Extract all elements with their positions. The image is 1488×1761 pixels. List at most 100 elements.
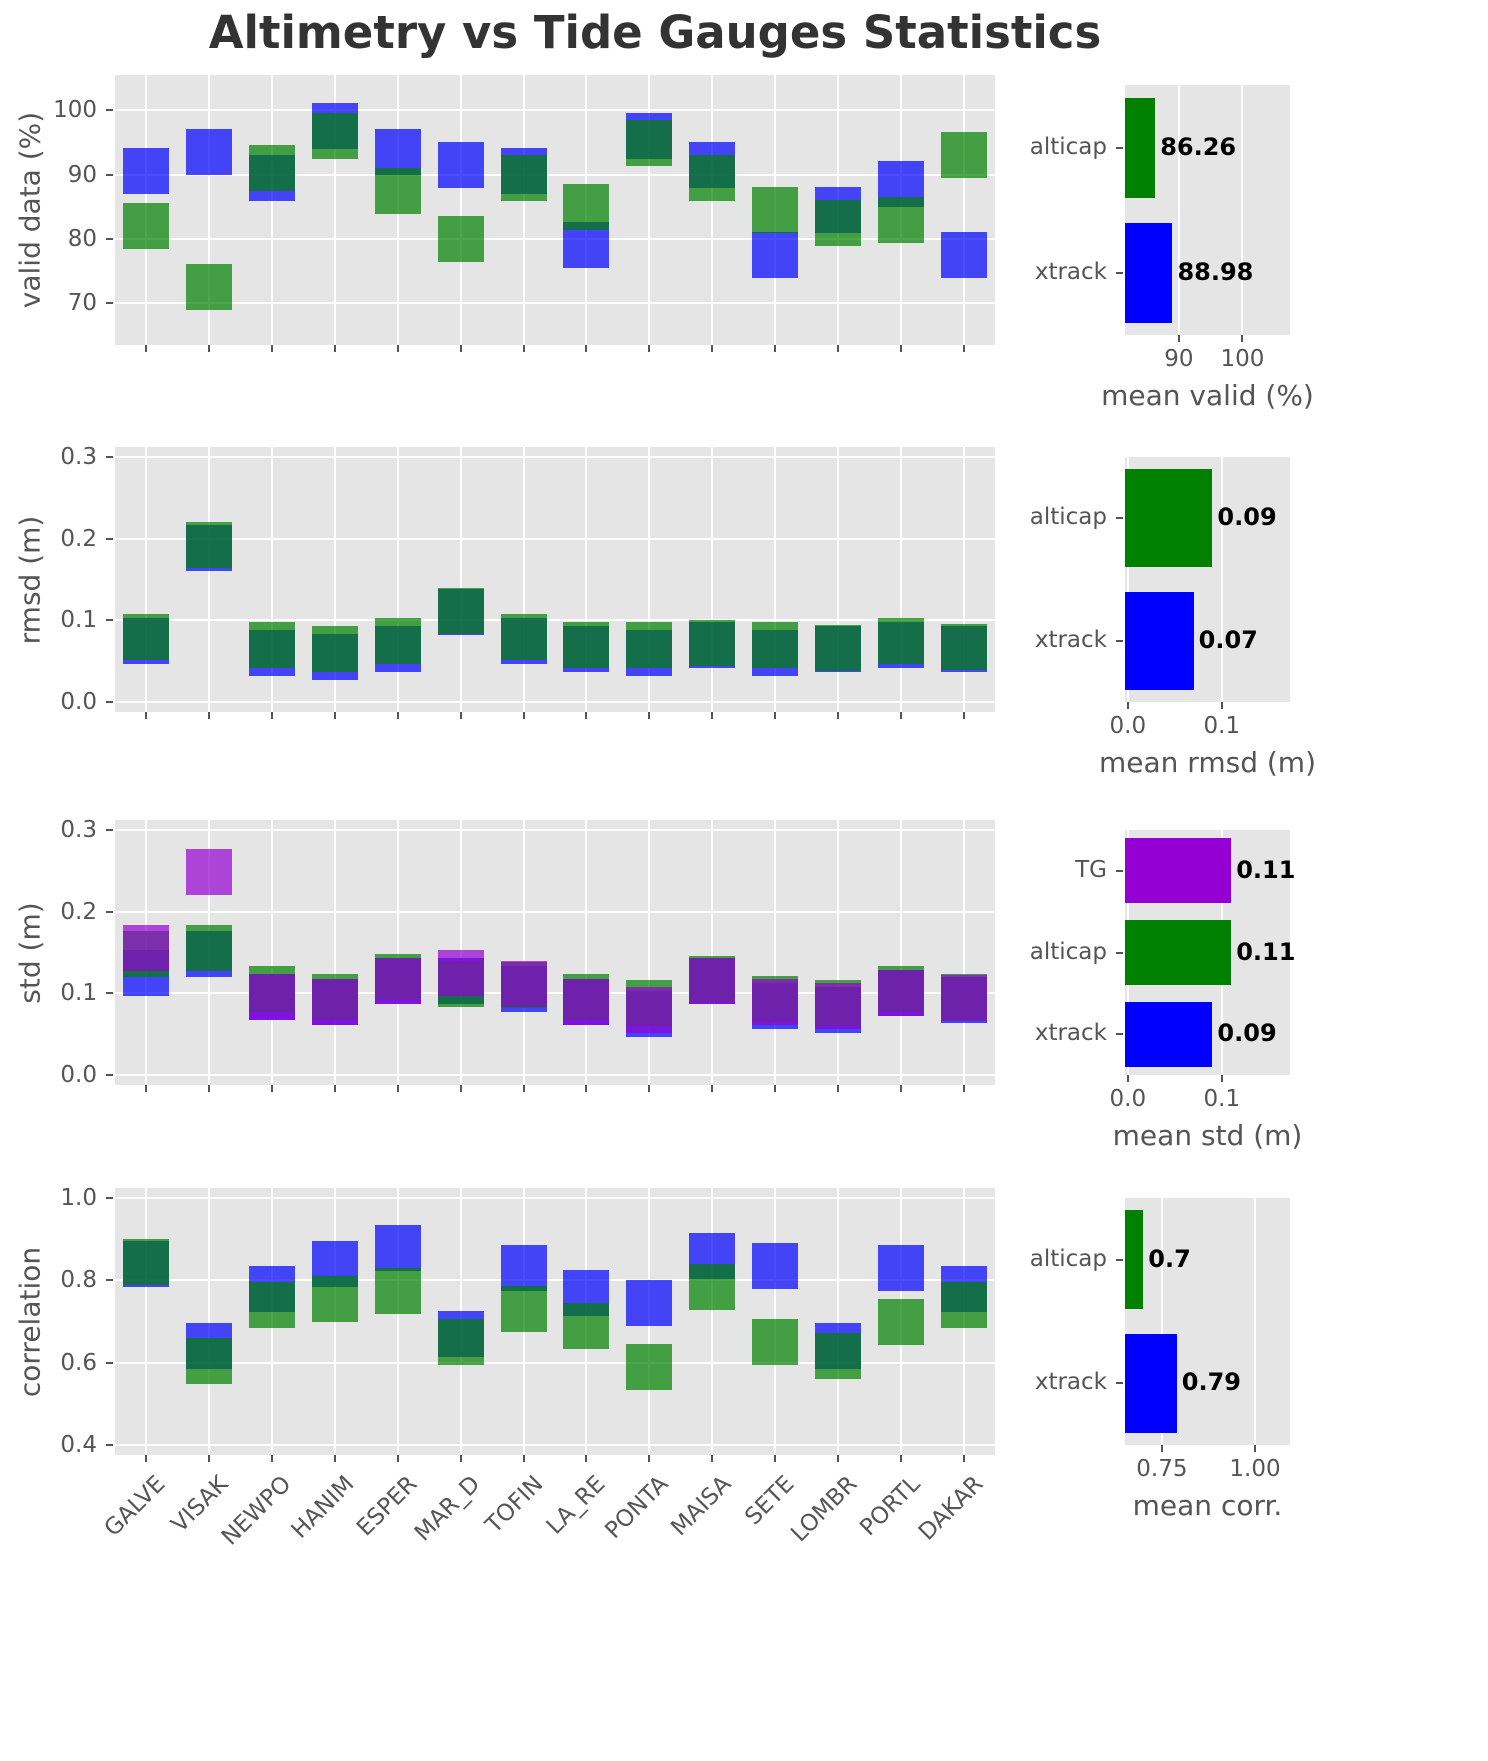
- side-ytick-mark: [1116, 1258, 1123, 1261]
- bar-std-alticap: [1125, 919, 1232, 986]
- xtick-mark: [271, 345, 274, 352]
- xtick-mark: [459, 1455, 462, 1462]
- gridline-x: [334, 75, 336, 345]
- xtick-mark: [208, 1455, 211, 1462]
- marker-correlation-alticap-MAISA: [689, 1263, 736, 1310]
- side-xtick-label: 90: [1164, 346, 1194, 372]
- marker-std-TG-GALVE: [123, 925, 170, 972]
- ytick-label: 90: [67, 161, 97, 188]
- side-xtick-label: 0.0: [1109, 1086, 1147, 1112]
- side-ytick-mark: [1116, 869, 1123, 872]
- xtick-mark: [962, 345, 965, 352]
- side-xtick-mark: [1160, 1445, 1163, 1452]
- gridline-x: [899, 447, 902, 712]
- side-xtick-label: 1.00: [1229, 1456, 1281, 1482]
- bar-rmsd-xtrack: [1125, 591, 1194, 690]
- gridline-x: [522, 820, 525, 1085]
- side-ytick-mark: [1116, 517, 1123, 520]
- side-panel-valid: [1125, 85, 1290, 335]
- marker-correlation-alticap-DAKAR: [940, 1282, 987, 1329]
- gridline-x: [522, 447, 525, 712]
- marker-rmsd-alticap-SETE: [752, 621, 798, 668]
- xtick-mark: [208, 345, 211, 352]
- marker-correlation-alticap-HANIM: [312, 1275, 358, 1322]
- ytick-label: 0.4: [60, 1431, 97, 1458]
- marker-valid-alticap-SETE: [752, 187, 798, 233]
- xtick-mark: [585, 1085, 588, 1092]
- xtick-mark: [271, 1085, 274, 1092]
- gridline-x: [396, 820, 399, 1085]
- side-bar-name-xtrack: xtrack: [1034, 626, 1107, 653]
- marker-rmsd-alticap-LA_RE: [563, 621, 610, 668]
- xtick-mark: [648, 1085, 651, 1092]
- marker-valid-alticap-PORTL: [877, 196, 924, 243]
- side-panel-correlation: [1125, 1198, 1290, 1445]
- bar-rmsd-alticap: [1125, 469, 1213, 568]
- marker-rmsd-alticap-ESPER: [374, 617, 421, 664]
- ytick-mark: [106, 1074, 113, 1077]
- marker-valid-alticap-LOMBR: [814, 199, 861, 246]
- ytick-mark: [106, 1279, 113, 1282]
- side-xtick-label: 0.1: [1203, 713, 1241, 739]
- xtick-mark: [459, 1085, 462, 1092]
- gridline-x: [334, 820, 336, 1085]
- bar-value-std-alticap: 0.11: [1236, 937, 1296, 966]
- marker-std-TG-LA_RE: [563, 978, 610, 1025]
- side-bar-name-alticap: alticap: [1029, 938, 1107, 965]
- gridline-x: [648, 447, 651, 712]
- side-gridline-x: [1241, 85, 1244, 335]
- gridline-x: [836, 447, 839, 712]
- xtick-mark: [396, 712, 399, 719]
- bar-valid-xtrack: [1125, 222, 1173, 323]
- marker-correlation-alticap-ESPER: [374, 1267, 421, 1314]
- marker-valid-alticap-PONTA: [626, 119, 673, 166]
- marker-correlation-xtrack-TOFIN: [500, 1245, 547, 1292]
- side-xtick-mark: [1220, 1075, 1223, 1082]
- bar-value-valid-xtrack: 88.98: [1177, 257, 1254, 286]
- ytick-label: 0.8: [60, 1267, 97, 1294]
- gridline-x: [459, 447, 462, 712]
- ytick-mark: [106, 828, 113, 831]
- marker-rmsd-alticap-MAR_D: [437, 587, 484, 634]
- xtick-mark: [648, 712, 651, 719]
- ytick-mark: [106, 1443, 113, 1446]
- gridline-y: [115, 1197, 995, 1200]
- gridline-y: [115, 619, 995, 622]
- marker-std-TG-NEWPO: [249, 973, 296, 1020]
- y-axis-label-valid: valid data (%): [13, 111, 47, 309]
- gridline-x: [711, 447, 714, 712]
- ytick-mark: [106, 1361, 113, 1364]
- gridline-x: [962, 820, 965, 1085]
- gridline-y: [115, 455, 995, 458]
- xtick-mark: [459, 712, 462, 719]
- bar-valid-alticap: [1125, 97, 1156, 198]
- gridline-x: [145, 1188, 148, 1455]
- side-xtick-mark: [1253, 1445, 1256, 1452]
- side-bar-name-xtrack: xtrack: [1034, 1020, 1107, 1047]
- xtick-mark: [774, 1455, 776, 1462]
- xtick-mark: [334, 345, 336, 352]
- marker-valid-xtrack-ESPER: [374, 129, 421, 176]
- marker-correlation-alticap-PORTL: [877, 1298, 924, 1345]
- bar-correlation-alticap: [1125, 1210, 1144, 1310]
- gridline-x: [145, 447, 148, 712]
- side-gridline-x: [1253, 1198, 1256, 1445]
- y-axis-label-correlation: correlation: [13, 1246, 47, 1397]
- marker-rmsd-alticap-TOFIN: [500, 613, 547, 660]
- bar-value-std-TG: 0.11: [1236, 855, 1296, 884]
- xtick-mark: [836, 1085, 839, 1092]
- panel-correlation: [115, 1188, 995, 1455]
- xtick-mark: [585, 345, 588, 352]
- gridline-x: [899, 820, 902, 1085]
- xtick-mark: [208, 712, 211, 719]
- marker-valid-alticap-NEWPO: [249, 145, 296, 192]
- gridline-x: [962, 75, 965, 345]
- marker-std-TG-SETE: [752, 978, 798, 1025]
- ytick-label: 0.6: [60, 1349, 97, 1376]
- marker-valid-xtrack-GALVE: [123, 148, 170, 195]
- ytick-label: 70: [67, 290, 97, 317]
- gridline-x: [271, 820, 274, 1085]
- y-axis-label-std: std (m): [13, 901, 47, 1004]
- xtick-mark: [145, 1085, 148, 1092]
- side-gridline-x: [1177, 85, 1180, 335]
